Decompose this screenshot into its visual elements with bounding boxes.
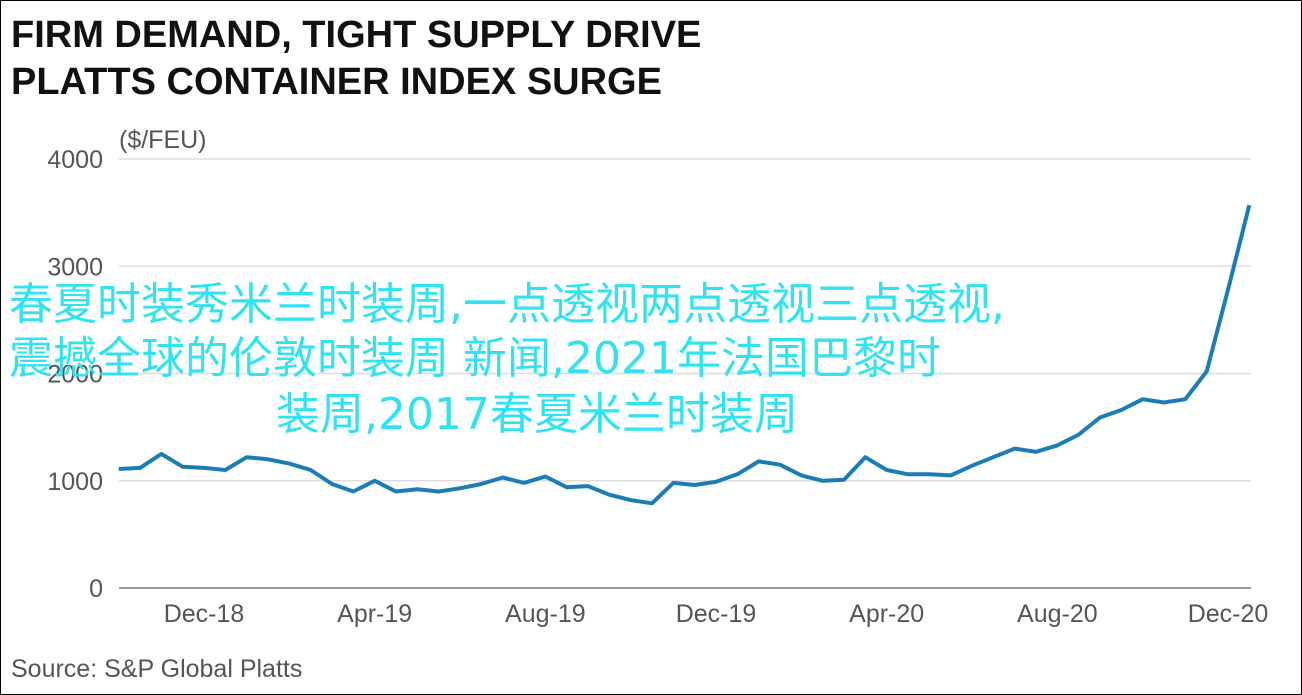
y-tick-label: 0 (89, 575, 103, 603)
chart-title: PLATTS CONTAINER INDEX SURGE (11, 61, 662, 103)
x-tick-label: Aug-19 (505, 600, 586, 628)
x-tick-label: Dec-18 (164, 600, 245, 628)
y-tick-label: 3000 (47, 253, 103, 281)
y-tick-label: 2000 (47, 361, 103, 389)
x-tick-label: Aug-20 (1017, 600, 1098, 628)
watermark-text: 装周,2017春夏米兰时装周 (276, 389, 798, 440)
x-tick-label: Dec-19 (676, 600, 757, 628)
y-axis-unit: ($/FEU) (119, 126, 207, 154)
y-tick-label: 4000 (47, 146, 103, 174)
y-tick-label: 1000 (47, 468, 103, 496)
watermark-text: 春夏时装秀米兰时装周,一点透视两点透视三点透视, (9, 279, 1005, 330)
chart-title: FIRM DEMAND, TIGHT SUPPLY DRIVE (11, 14, 701, 56)
watermark-text: 震撼全球的伦敦时装周 新闻,2021年法国巴黎时 (9, 333, 941, 384)
source: Source: S&P Global Platts (11, 655, 302, 683)
x-tick-label: Dec-20 (1188, 600, 1269, 628)
x-tick-label: Apr-19 (337, 600, 412, 628)
line-series (118, 204, 1252, 506)
x-tick-label: Apr-20 (849, 600, 924, 628)
